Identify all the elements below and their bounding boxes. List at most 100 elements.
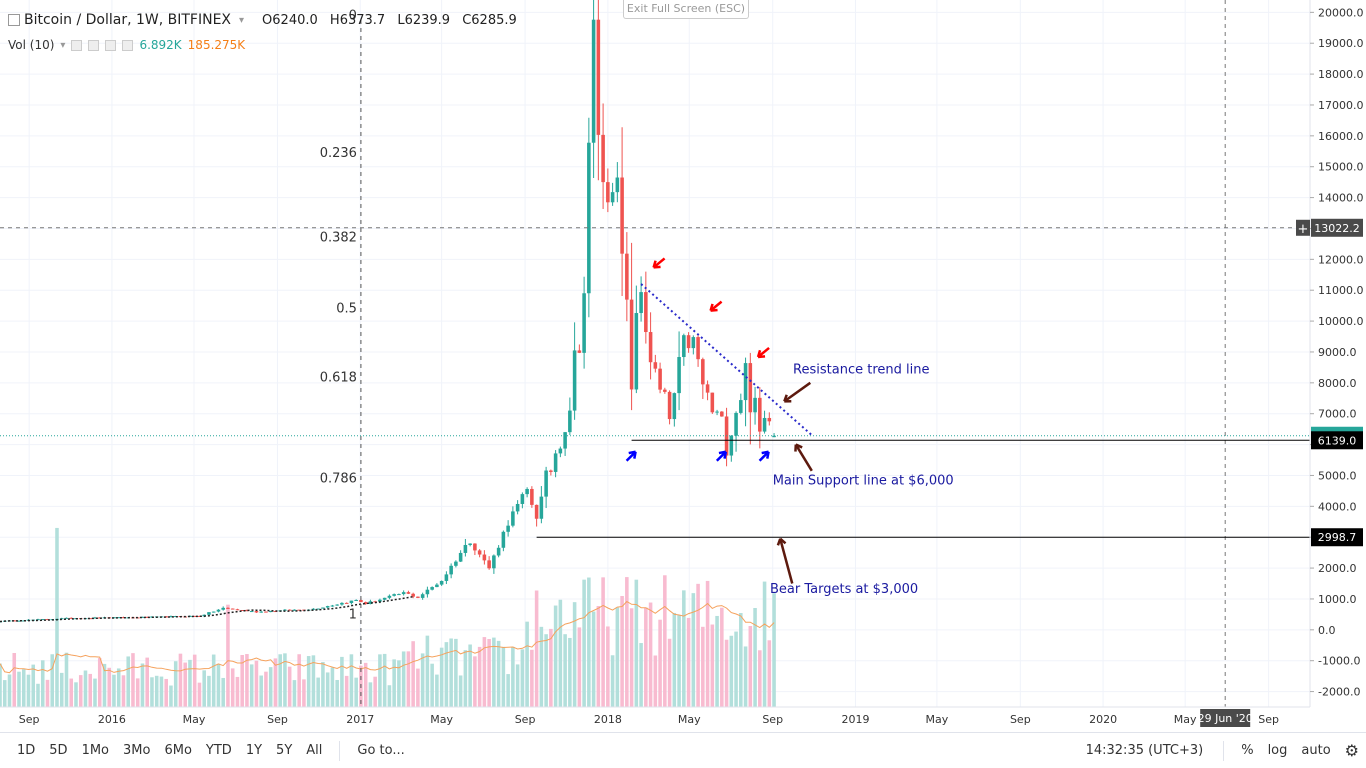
volume-bar <box>492 637 496 707</box>
volume-bar <box>506 674 510 707</box>
candle-body <box>530 488 534 505</box>
volume-bar <box>316 677 320 707</box>
volume-bar <box>444 642 449 707</box>
candle-body <box>639 292 643 314</box>
time-tick-label: 2018 <box>594 713 622 726</box>
volume-bar <box>216 663 221 707</box>
blue-arrow-icon-head <box>628 450 637 459</box>
volume-bar <box>140 663 145 707</box>
volume-bar <box>88 673 93 707</box>
range-button-1d[interactable]: 1D <box>17 743 36 758</box>
candle-body <box>525 488 529 495</box>
volume-bar <box>753 608 757 707</box>
candle-body <box>463 544 468 553</box>
collapse-legend-icon[interactable] <box>8 14 20 26</box>
candle-body <box>686 335 691 349</box>
candle-body <box>93 617 97 619</box>
candle-body <box>477 550 482 555</box>
volume-bar <box>382 653 387 707</box>
auto-toggle[interactable]: auto <box>1301 743 1331 758</box>
volume-bar <box>55 527 59 707</box>
candle-body <box>359 599 363 603</box>
candle-body <box>658 368 662 390</box>
candle-body <box>378 599 382 602</box>
volume-bar <box>468 644 472 707</box>
candle-body <box>549 470 553 472</box>
gear-icon[interactable]: ⚙ <box>1344 741 1359 760</box>
volume-bar <box>601 577 605 707</box>
annotation-label: Main Support line at $6,000 <box>773 474 954 489</box>
candle-body <box>582 293 586 353</box>
range-button-1y[interactable]: 1Y <box>245 743 263 758</box>
candle-body <box>254 611 259 613</box>
volume-bar <box>226 604 230 707</box>
price-label-text: 13022.2 <box>1314 222 1360 235</box>
range-button-ytd[interactable]: YTD <box>205 743 232 758</box>
time-tick-label: Sep <box>762 713 783 726</box>
volume-bar <box>164 678 168 707</box>
plus-icon[interactable] <box>105 39 117 51</box>
log-toggle[interactable]: log <box>1267 743 1288 758</box>
volume-bar <box>387 685 392 707</box>
volume-moving-average-line <box>0 600 775 674</box>
volume-bar <box>463 650 468 707</box>
symbol-title[interactable]: Bitcoin / Dollar, 1W, BITFINEX <box>24 12 232 28</box>
range-button-all[interactable]: All <box>306 743 323 758</box>
volume-bar <box>363 662 368 707</box>
toolbar-right: 14:32:35 (UTC+3) % log auto ⚙ <box>1076 740 1366 761</box>
volume-bar <box>340 656 344 707</box>
exit-fullscreen-button[interactable]: Exit Full Screen (ESC) <box>623 0 749 19</box>
volume-bar <box>734 631 738 707</box>
close-icon[interactable] <box>122 39 134 51</box>
volume-bar <box>249 664 254 707</box>
volume-bar <box>454 638 458 707</box>
volume-bar <box>59 672 64 707</box>
volume-bar <box>406 651 411 707</box>
volume-bar <box>344 675 349 707</box>
range-button-6mo[interactable]: 6Mo <box>164 743 192 758</box>
volume-bar <box>435 674 439 707</box>
candle-body <box>501 531 506 548</box>
clock-readout[interactable]: 14:32:35 (UTC+3) <box>1085 743 1204 758</box>
candle-body <box>406 592 411 594</box>
range-button-3mo[interactable]: 3Mo <box>123 743 151 758</box>
volume-bar <box>743 646 748 707</box>
volume-bar <box>368 682 373 707</box>
candle-body <box>197 615 202 617</box>
volume-bar <box>729 635 734 707</box>
goto-button[interactable]: Go to... <box>357 743 405 758</box>
annotation-label: Bear Targets at $3,000 <box>770 582 918 597</box>
gear-icon[interactable] <box>88 39 100 51</box>
candle-body <box>140 616 145 618</box>
candle-body <box>439 580 444 585</box>
range-buttons: 1D 5D 1Mo 3Mo 6Mo YTD 1Y 5Y All <box>0 743 329 758</box>
volume-bar <box>378 654 382 707</box>
range-button-5y[interactable]: 5Y <box>276 743 293 758</box>
range-button-5d[interactable]: 5D <box>49 743 68 758</box>
fib-level-label: 0.236 <box>320 146 357 161</box>
chevron-down-icon[interactable]: ▾ <box>60 39 66 51</box>
volume-bar <box>724 639 729 707</box>
candle-body <box>625 253 629 300</box>
volume-bar <box>273 658 278 707</box>
candle-body <box>515 503 520 512</box>
candle-body <box>354 599 358 601</box>
volume-bar <box>287 666 292 707</box>
volume-bars <box>0 527 776 707</box>
volume-bar <box>183 662 187 707</box>
volume-bar <box>173 661 178 707</box>
volume-bar <box>135 678 140 707</box>
volume-bar <box>121 675 126 707</box>
volume-bar <box>169 685 173 707</box>
volume-bar <box>0 663 2 707</box>
volume-bar <box>634 579 639 707</box>
chevron-down-icon[interactable]: ▾ <box>239 14 245 26</box>
volume-bar <box>439 647 444 707</box>
range-button-1mo[interactable]: 1Mo <box>81 743 110 758</box>
candle-body <box>772 435 776 438</box>
toolbar-divider <box>1223 740 1225 761</box>
percent-toggle[interactable]: % <box>1241 743 1254 758</box>
eye-icon[interactable] <box>71 39 83 51</box>
candle-body <box>758 397 762 432</box>
